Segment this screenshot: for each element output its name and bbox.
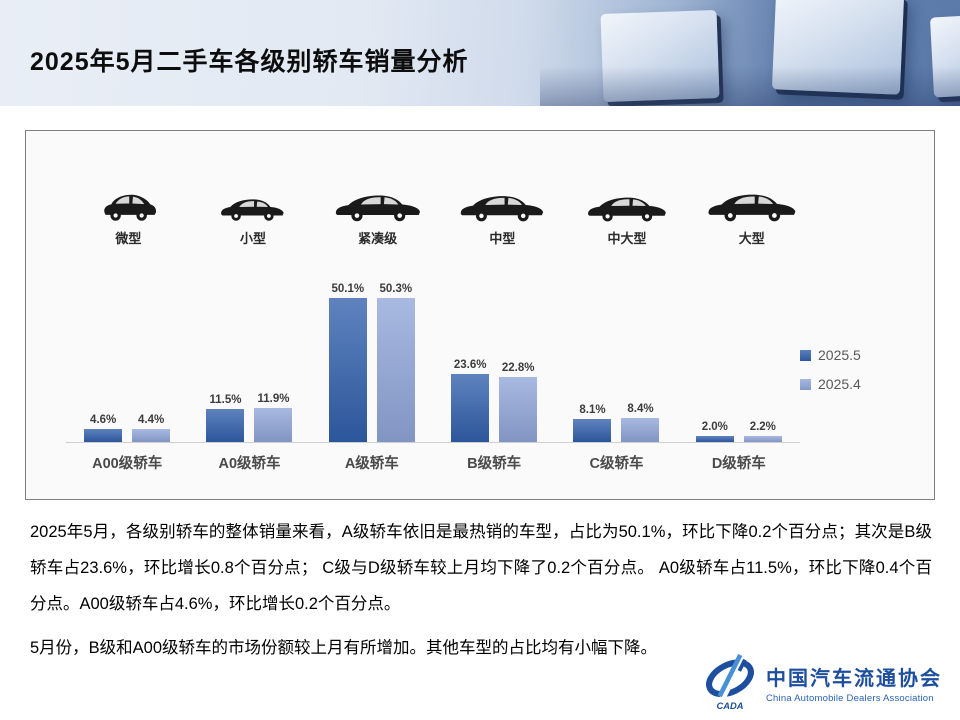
bar-value-label: 22.8%: [501, 361, 535, 374]
bar-2025.5: [451, 374, 490, 442]
bar-2025.5: [206, 409, 245, 442]
vehicle-class-1: 微型: [66, 151, 191, 247]
vehicle-class-label: 微型: [115, 231, 142, 246]
category-label: C级轿车: [589, 456, 644, 472]
bar-column: 23.6%: [451, 359, 490, 442]
page-title: 2025年5月二手车各级别轿车销量分析: [30, 48, 469, 76]
vehicle-class-label: 小型: [240, 231, 267, 246]
cada-logo-text: CADA: [717, 701, 744, 711]
bar-value-label: 4.4%: [138, 414, 165, 427]
bar-value-label: 8.1%: [579, 403, 606, 416]
bar-group-A级轿车: 50.1% 50.3%: [311, 283, 433, 442]
bar-column: 2.0%: [695, 421, 734, 442]
bar-group-C级轿车: 8.1% 8.4%: [555, 403, 677, 442]
large-car-icon: [702, 185, 802, 223]
bar-column: 4.4%: [132, 414, 171, 442]
bar-2025.5: [328, 298, 367, 442]
bar-column: 8.1%: [573, 403, 612, 442]
legend-swatch-icon: [800, 349, 811, 361]
bar-value-label: 4.6%: [90, 413, 117, 426]
organization-logo: CADA 中国汽车流通协会 China Automobile Dealers A…: [702, 654, 942, 712]
vehicle-class-label: 中型: [489, 231, 516, 246]
vehicle-class-label: 大型: [738, 231, 765, 246]
mid-large-car-icon: [582, 189, 672, 223]
chart-panel: 微型 小型 紧凑级 中型 中大型 大型 4.6% 4.4% 11.5% 11.9% 50.1% 50…: [25, 130, 935, 500]
bar-2025.4: [376, 297, 415, 442]
bar-chart: 4.6% 4.4% 11.5% 11.9% 50.1% 50.3% 23.6% 22.8% 8.…: [66, 247, 800, 443]
cada-logo-icon: CADA: [706, 654, 754, 711]
small-car-icon: [216, 191, 290, 223]
category-label: A00级轿车: [92, 456, 163, 472]
category-label: A级轿车: [344, 456, 399, 472]
bar-value-label: 11.5%: [209, 394, 242, 406]
org-name-cn: 中国汽车流通协会: [766, 668, 942, 690]
slide-header: 2025年5月二手车各级别轿车销量分析: [0, 0, 960, 106]
legend-swatch-icon: [800, 378, 811, 390]
category-label: B级轿车: [467, 456, 522, 472]
vehicle-class-6: 大型: [689, 151, 814, 247]
bar-column: 22.8%: [499, 361, 538, 442]
plot-wrap: 4.6% 4.4% 11.5% 11.9% 50.1% 50.3% 23.6% 22.8% 8.…: [66, 247, 800, 473]
bar-value-label: 8.4%: [627, 402, 654, 415]
org-name-en: China Automobile Dealers Association: [766, 693, 934, 704]
analysis-paragraph-1: 2025年5月，各级别轿车的整体销量来看，A级轿车依旧是最热销的车型，占比为50…: [30, 523, 932, 613]
vehicle-icons-row: 微型 小型 紧凑级 中型 中大型 大型: [66, 151, 814, 247]
header-shadow: [540, 66, 960, 106]
category-axis: A00级轿车 A0级轿车 A级轿车 B级轿车 C级轿车 D级轿车: [66, 443, 800, 473]
vehicle-class-4: 中型: [440, 151, 565, 247]
legend-label: 2025.4: [818, 376, 861, 392]
bar-column: 50.3%: [376, 282, 415, 442]
micro-car-icon: [97, 187, 159, 223]
bar-column: 4.6%: [84, 413, 123, 442]
bar-group-A00级轿车: 4.6% 4.4%: [66, 414, 188, 442]
bar-2025.5: [84, 428, 123, 442]
bar-group-A0级轿车: 11.5% 11.9%: [188, 393, 310, 442]
bar-column: 2.2%: [743, 420, 782, 442]
bar-value-label: 2.2%: [749, 420, 776, 433]
bar-column: 11.5%: [206, 394, 245, 442]
vehicle-class-label: 中大型: [607, 231, 647, 246]
analysis-paragraph-2: 5月份，B级和A00级轿车的市场份额较上月有所增加。其他车型的占比均有小幅下降。: [30, 639, 658, 657]
category-label: A0级轿车: [218, 456, 281, 472]
analysis-text: 2025年5月，各级别轿车的整体销量来看，A级轿车依旧是最热销的车型，占比为50…: [0, 500, 960, 666]
bar-value-label: 2.0%: [701, 421, 728, 434]
bar-2025.4: [743, 435, 782, 442]
vehicle-class-5: 中大型: [565, 151, 690, 247]
bar-2025.4: [132, 429, 171, 442]
bar-group-B级轿车: 23.6% 22.8%: [433, 359, 555, 442]
bar-2025.5: [573, 418, 612, 442]
category-label: D级轿车: [711, 456, 766, 472]
bar-2025.4: [254, 407, 293, 442]
bar-value-label: 11.9%: [257, 392, 290, 405]
compact-car-icon: [332, 186, 424, 223]
legend-item-2025.4: 2025.4: [800, 376, 920, 392]
chart-main: 4.6% 4.4% 11.5% 11.9% 50.1% 50.3% 23.6% 22.8% 8.…: [40, 247, 920, 473]
midsize-car-icon: [456, 187, 548, 223]
legend-item-2025.5: 2025.5: [800, 347, 920, 363]
bar-value-label: 50.1%: [331, 283, 365, 296]
bar-2025.4: [621, 417, 660, 442]
vehicle-class-3: 紧凑级: [315, 151, 440, 247]
vehicle-class-label: 紧凑级: [358, 231, 398, 246]
vehicle-class-2: 小型: [191, 151, 316, 247]
bar-2025.4: [499, 376, 538, 442]
bar-column: 11.9%: [254, 392, 293, 442]
bar-column: 50.1%: [328, 283, 367, 442]
legend-label: 2025.5: [818, 347, 861, 363]
bar-column: 8.4%: [621, 402, 660, 442]
bar-value-label: 50.3%: [379, 282, 413, 295]
org-names: 中国汽车流通协会 China Automobile Dealers Associ…: [766, 662, 942, 704]
bar-2025.5: [695, 436, 734, 442]
bar-value-label: 23.6%: [453, 359, 487, 372]
bar-group-D级轿车: 2.0% 2.2%: [678, 421, 800, 442]
chart-legend: 2025.5 2025.4: [800, 347, 920, 473]
